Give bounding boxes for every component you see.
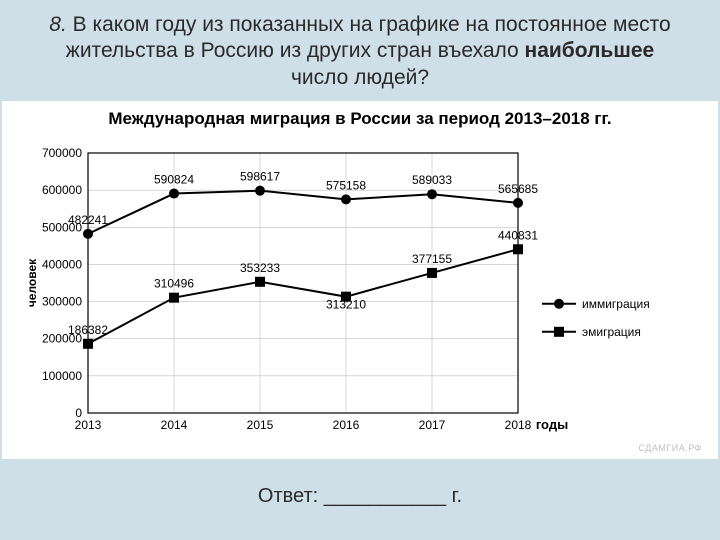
- chart-title: Международная миграция в России за перио…: [8, 109, 712, 129]
- question-text: 8. В каком году из показанных на графике…: [0, 0, 720, 97]
- svg-text:353233: 353233: [240, 261, 280, 275]
- svg-text:310496: 310496: [154, 276, 194, 290]
- svg-text:2016: 2016: [333, 418, 360, 432]
- svg-text:2018: 2018: [505, 418, 532, 432]
- svg-text:590824: 590824: [154, 172, 194, 186]
- svg-text:2015: 2015: [247, 418, 274, 432]
- question-number: 8.: [49, 13, 67, 36]
- migration-chart: 0100000200000300000400000500000600000700…: [10, 135, 710, 455]
- svg-text:482241: 482241: [68, 213, 108, 227]
- svg-text:565685: 565685: [498, 182, 538, 196]
- svg-text:эмиграция: эмиграция: [582, 325, 641, 339]
- svg-text:300000: 300000: [42, 294, 82, 308]
- chart-container: Международная миграция в России за перио…: [2, 101, 718, 459]
- svg-text:100000: 100000: [42, 369, 82, 383]
- svg-text:СДАМГИА.РФ: СДАМГИА.РФ: [639, 443, 703, 453]
- answer-line: Ответ: ___________ г.: [0, 485, 720, 508]
- svg-text:годы: годы: [536, 417, 568, 432]
- svg-text:2013: 2013: [75, 418, 102, 432]
- svg-text:человек: человек: [25, 258, 39, 307]
- answer-prefix: Ответ:: [258, 485, 318, 507]
- svg-text:400000: 400000: [42, 257, 82, 271]
- question-part2: число людей?: [291, 66, 429, 89]
- svg-text:313210: 313210: [326, 297, 366, 311]
- svg-text:377155: 377155: [412, 252, 452, 266]
- question-bold: наибольшее: [525, 39, 655, 62]
- svg-text:598617: 598617: [240, 169, 280, 183]
- svg-text:700000: 700000: [42, 146, 82, 160]
- answer-blank: ___________: [324, 485, 446, 507]
- svg-text:600000: 600000: [42, 183, 82, 197]
- svg-text:575158: 575158: [326, 178, 366, 192]
- answer-suffix: г.: [452, 485, 462, 507]
- svg-text:186382: 186382: [68, 323, 108, 337]
- svg-text:440831: 440831: [498, 228, 538, 242]
- svg-text:2017: 2017: [419, 418, 446, 432]
- svg-text:иммиграция: иммиграция: [582, 297, 650, 311]
- svg-text:2014: 2014: [161, 418, 188, 432]
- svg-text:589033: 589033: [412, 173, 452, 187]
